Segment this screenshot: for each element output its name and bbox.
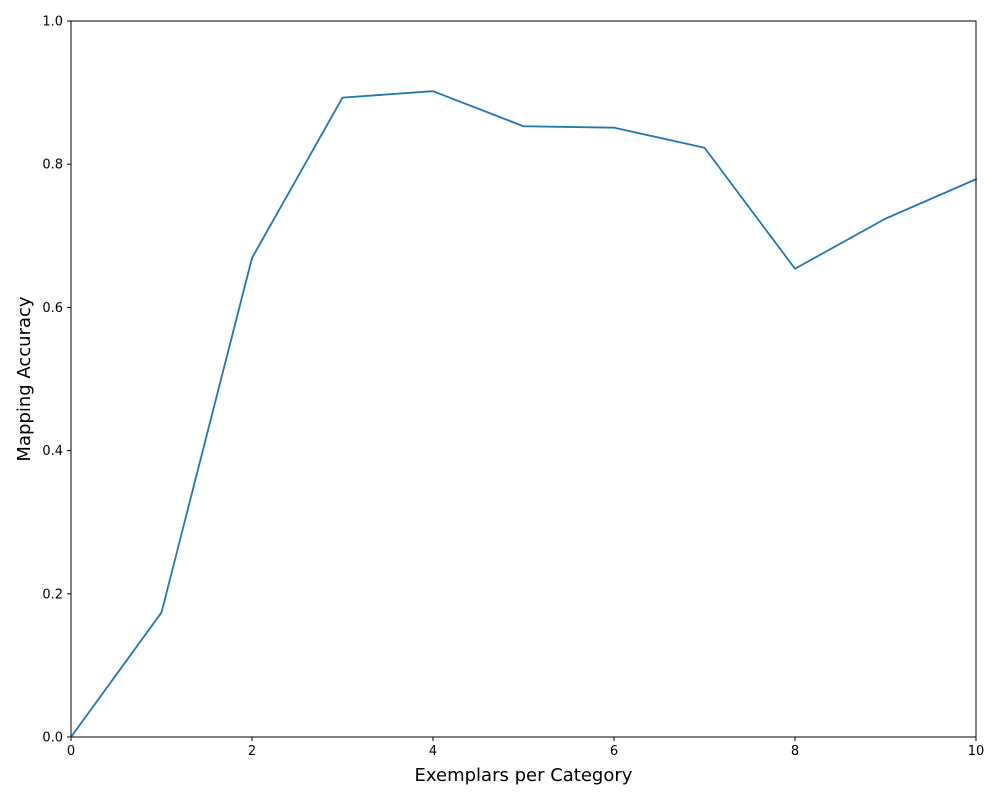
y-tick-label: 0.0 <box>42 731 63 746</box>
x-axis-label: Exemplars per Category <box>415 765 633 786</box>
x-tick-label: 6 <box>610 744 618 759</box>
plot-frame <box>70 20 977 738</box>
series-layer <box>69 90 978 739</box>
x-tick-label: 8 <box>791 744 799 759</box>
y-tick-label: 0.4 <box>42 444 63 459</box>
x-tick-label: 2 <box>248 744 256 759</box>
y-tick-label: 1.0 <box>42 15 63 30</box>
x-tick-label: 10 <box>968 744 985 759</box>
x-tick-label: 4 <box>429 744 437 759</box>
y-tick-label: 0.8 <box>42 158 63 173</box>
y-tick-label: 0.2 <box>42 587 63 602</box>
ticks-layer: 0 2 4 6 8 10 0.0 0.2 0.4 0.6 0.8 1.0 <box>42 15 984 760</box>
y-axis-label: Mapping Accuracy <box>14 296 35 461</box>
series-line <box>69 90 978 739</box>
y-tick-label: 0.6 <box>42 301 63 316</box>
x-tick-label: 0 <box>67 744 75 759</box>
